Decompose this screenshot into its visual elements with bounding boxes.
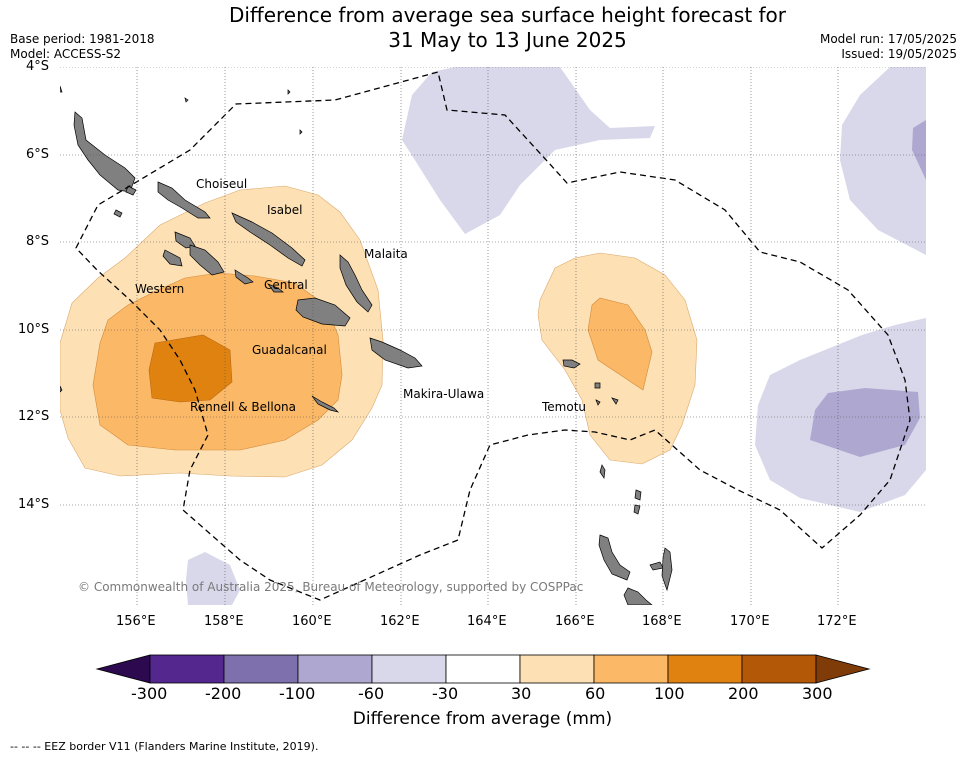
model-name: Model: ACCESS-S2 [10, 47, 122, 61]
place-rennell-bellona: Rennell & Bellona [190, 400, 297, 414]
negative-anomaly-south [186, 552, 240, 605]
colorbar-tick: -30 [432, 684, 459, 703]
colorbar-extend-high [815, 654, 871, 684]
negative-anomaly-north [402, 67, 655, 234]
colorbar-segment [519, 654, 595, 684]
issued-date: Issued: 19/05/2025 [841, 47, 957, 61]
colorbar-segment [149, 654, 225, 684]
lat-label: 6°S [26, 147, 50, 162]
colorbar-tick: -60 [358, 684, 385, 703]
colorbar-tick: -300 [131, 684, 168, 703]
place-malaita: Malaita [364, 247, 408, 261]
place-temotu: Temotu [542, 400, 587, 414]
chart-title: Difference from average sea surface heig… [0, 3, 965, 53]
colorbar-tick: 30 [511, 684, 532, 703]
lon-label: 170°E [730, 614, 770, 629]
colorbar-segment [593, 654, 669, 684]
model-run: Model run: 17/05/2025 [819, 32, 957, 46]
negative-anomaly-northeast [840, 67, 926, 255]
place-central: Central [264, 278, 308, 292]
negative-anomaly-northeast-inner [912, 120, 926, 180]
lat-label: 12°S [18, 409, 50, 424]
lon-label: 172°E [817, 614, 857, 629]
colorbar-extend-low [95, 654, 151, 684]
eez-legend-note: -- -- -- EEZ border V11 (Flanders Marine… [10, 740, 319, 753]
lon-label: 164°E [467, 614, 507, 629]
colorbar-tick: 60 [585, 684, 606, 703]
colorbar-segment [371, 654, 447, 684]
lon-label: 168°E [642, 614, 682, 629]
lon-label: 160°E [292, 614, 332, 629]
title-line-1: Difference from average sea surface heig… [228, 3, 787, 27]
colorbar-segment [223, 654, 299, 684]
colorbar [95, 654, 871, 684]
colorbar-tick: 100 [654, 684, 685, 703]
title-line-2: 31 May to 13 June 2025 [388, 28, 627, 52]
colorbar-tick: 300 [802, 684, 833, 703]
base-period: Base period: 1981-2018 [10, 32, 155, 46]
meta-left: Base period: 1981-2018 Model: ACCESS-S2 [10, 32, 155, 62]
lat-label: 8°S [26, 234, 50, 249]
colorbar-tick: -100 [279, 684, 316, 703]
colorbar-segment [741, 654, 817, 684]
lat-label: 14°S [18, 497, 50, 512]
lat-label: 4°S [26, 59, 50, 74]
graticule [60, 67, 926, 605]
meta-right: Model run: 17/05/2025 Issued: 19/05/2025 [820, 32, 957, 62]
colorbar-segment [297, 654, 373, 684]
colorbar-tick: 200 [728, 684, 759, 703]
colorbar-segment [667, 654, 743, 684]
copyright-notice: © Commonwealth of Australia 2025, Bureau… [78, 580, 584, 594]
positive-anomaly-west-core [148, 334, 233, 403]
colorbar-segment [445, 654, 521, 684]
lon-label: 156°E [116, 614, 156, 629]
positive-anomaly-east-inner [587, 297, 653, 391]
land [60, 85, 673, 605]
place-guadalcanal: Guadalcanal [252, 343, 327, 357]
colorbar-tick: -200 [205, 684, 242, 703]
colorbar-label: Difference from average (mm) [352, 709, 613, 729]
place-choiseul: Choiseul [196, 177, 248, 191]
lon-label: 162°E [380, 614, 420, 629]
place-isabel: Isabel [267, 203, 303, 217]
place-western: Western [135, 282, 185, 296]
negative-anomaly-east-inner [810, 388, 920, 457]
lon-label: 166°E [555, 614, 595, 629]
lon-label: 158°E [204, 614, 244, 629]
eez-border [75, 71, 911, 601]
place-makira-ulawa: Makira-Ulawa [403, 387, 485, 401]
lat-label: 10°S [18, 322, 50, 337]
